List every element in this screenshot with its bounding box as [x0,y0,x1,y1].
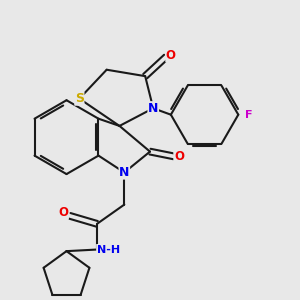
Text: O: O [58,206,68,219]
Text: N: N [119,166,130,179]
Text: N-H: N-H [97,244,120,254]
Text: O: O [166,49,176,62]
Text: N: N [148,102,158,115]
Text: F: F [245,110,252,120]
Text: S: S [75,92,84,105]
Text: O: O [174,150,184,163]
